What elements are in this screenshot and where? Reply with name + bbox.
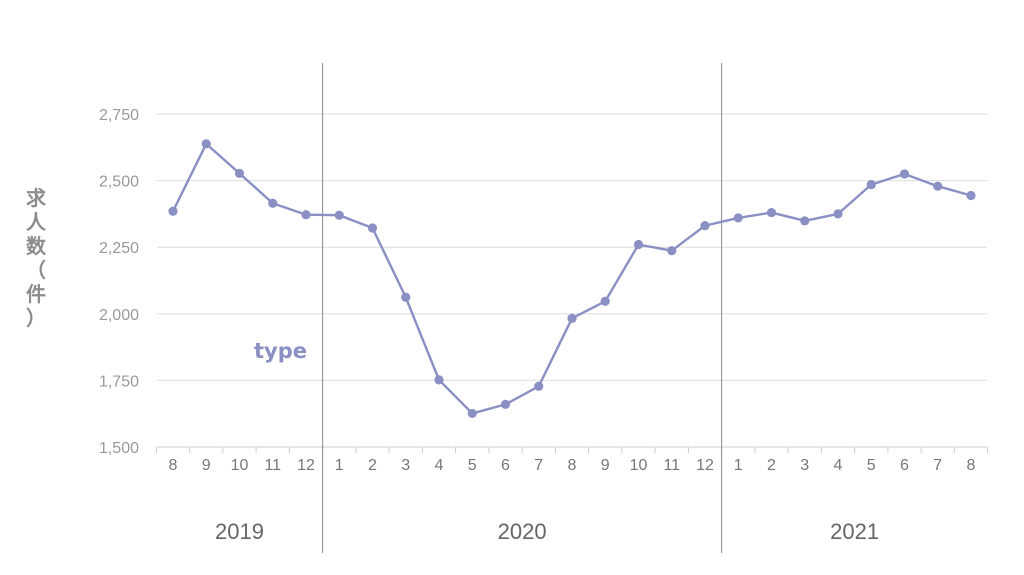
x-tick-label: 11 [264,457,281,474]
data-point [500,399,511,409]
x-axis-ticks: 8 9 10 11 12 1 2 3 4 5 6 7 8 9 10 11 12 1 2 3 4 5 6 7 8 [155,447,989,474]
y-tick-label: 2,500 [99,174,139,191]
x-tick-label: 2 [767,457,776,474]
year-labels: 2019 2020 2021 [215,519,879,544]
y-tick-label: 2,750 [99,107,139,124]
data-point [401,292,411,302]
data-point [334,210,344,220]
y-tick-label: 1,500 [99,440,139,457]
y-axis-ticks: 1,500 1,750 2,000 2,250 2,500 2,750 [99,107,139,457]
data-point [800,216,810,226]
x-tick-label: 1 [335,457,344,474]
x-tick-label: 11 [663,457,680,474]
data-point [434,375,444,385]
data-point [933,181,943,191]
x-tick-label: 8 [169,457,178,474]
x-tick-label: 4 [834,457,843,474]
y-tick-label: 1,750 [99,373,139,390]
x-tick-label: 2 [368,457,377,474]
data-point [667,246,677,256]
series-label: type [254,339,307,363]
x-tick-label: 8 [967,457,976,474]
data-point [467,408,477,419]
series-line [171,142,972,415]
data-point [766,207,777,218]
data-point [833,209,843,219]
data-point [201,139,211,149]
x-tick-label: 10 [630,457,648,474]
year-label: 2019 [215,519,264,544]
data-point [367,223,378,233]
data-point [966,190,976,201]
year-label: 2021 [830,519,879,544]
x-tick-label: 1 [734,457,743,474]
data-point [700,221,710,231]
x-tick-label: 5 [867,457,876,474]
data-point [534,381,544,391]
year-label: 2020 [498,519,547,544]
x-tick-label: 12 [696,457,714,474]
x-tick-label: 8 [568,457,577,474]
data-point [168,206,178,216]
data-point [899,169,910,179]
x-tick-label: 3 [800,457,809,474]
x-tick-label: 6 [900,457,909,474]
data-point [733,213,743,223]
y-tick-label: 2,250 [99,240,139,257]
data-point [268,198,278,208]
x-tick-label: 7 [534,457,543,474]
x-tick-label: 5 [468,457,477,474]
data-point [633,239,644,250]
data-point [301,210,311,220]
data-point [567,313,577,323]
x-tick-label: 9 [202,457,211,474]
series-type [168,139,976,419]
data-point [234,168,245,179]
x-tick-label: 7 [933,457,942,474]
x-tick-label: 4 [435,457,444,474]
year-dividers [322,63,723,553]
x-tick-label: 9 [601,457,610,474]
data-point [600,296,610,306]
data-point [866,179,876,190]
x-tick-label: 10 [231,457,249,474]
y-tick-label: 2,000 [99,307,139,324]
y-axis-label: 求人数（件） [26,186,47,330]
x-tick-label: 12 [297,457,315,474]
x-tick-label: 3 [401,457,410,474]
gridlines [157,113,987,448]
x-tick-label: 6 [501,457,510,474]
